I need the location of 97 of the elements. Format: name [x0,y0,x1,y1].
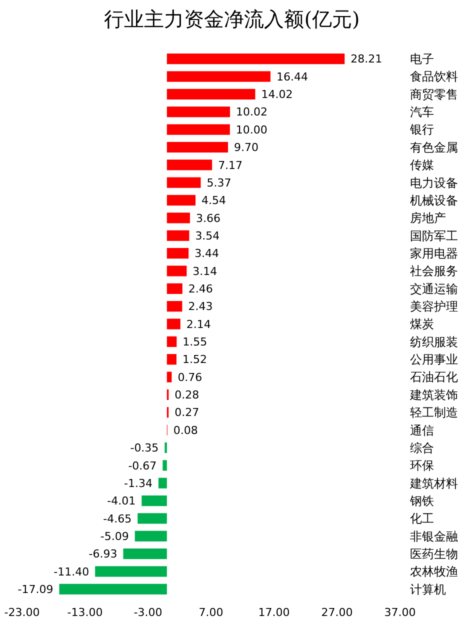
bar [166,177,201,188]
data-label: 1.52 [182,353,207,366]
data-label: 9.70 [234,141,259,154]
x-tick-label: -23.00 [4,606,40,619]
bar [166,336,177,347]
y-tick-label: 美容护理 [410,300,458,314]
data-label: -4.65 [103,512,132,526]
bar [166,54,345,64]
data-label: 7.17 [218,158,243,172]
x-tick-label: 27.00 [321,606,353,619]
x-tick-label: -13.00 [67,606,103,619]
bar [166,266,187,276]
y-tick-label: 非银金融 [410,529,458,544]
data-label: 0.28 [174,388,200,402]
data-label: 3.54 [195,229,220,242]
y-tick-label: 通信 [410,423,434,438]
bar [162,460,167,471]
x-tick-label: 7.00 [198,606,224,619]
data-label: 14.02 [261,88,293,102]
y-tick-label: 有色金属 [410,140,458,154]
y-tick-label: 钢铁 [409,494,434,508]
y-tick-label: 综合 [410,440,434,455]
data-label: 10.00 [236,123,268,136]
y-tick-label: 食品饮料 [410,70,458,84]
bar [166,230,190,241]
bar [59,584,167,594]
data-label: 3.44 [194,247,220,260]
bar [166,88,256,100]
data-label: -6.93 [88,548,118,561]
y-tick-label: 国防军工 [410,228,458,243]
data-label: 1.55 [182,336,208,349]
bar [123,548,167,560]
data-label: -0.67 [128,459,157,472]
y-tick-label: 商贸零售 [410,87,458,102]
y-tick-label: 电力设备 [410,176,458,190]
y-tick-label: 汽车 [410,105,434,120]
data-label: -11.40 [54,565,90,578]
y-tick-label: 机械设备 [410,193,458,208]
data-label: 16.44 [276,70,308,84]
data-label: 28.21 [350,52,382,66]
y-tick-label: 化工 [410,512,434,526]
bar [166,142,228,153]
bar [166,301,182,312]
bar [166,194,196,206]
data-label: 4.54 [202,194,226,208]
data-label: 0.08 [173,424,198,437]
bar [166,106,230,118]
data-label: 0.27 [174,406,200,420]
bar [158,478,167,488]
bar [166,124,230,135]
y-tick-label: 计算机 [410,582,446,596]
y-tick-label: 家用电器 [410,246,458,260]
y-tick-label: 银行 [409,122,434,137]
bar [166,212,190,224]
bar [166,372,172,382]
data-label: 5.37 [206,176,232,190]
y-tick-label: 石油石化 [410,370,458,384]
data-label: 2.46 [188,282,213,296]
y-tick-label: 社会服务 [410,264,458,278]
data-label: -0.35 [130,442,159,455]
data-label: 3.66 [196,212,220,225]
y-tick-label: 公用事业 [410,352,458,367]
y-tick-label: 医药生物 [410,547,458,562]
y-tick-label: 煤炭 [410,317,434,332]
y-tick-label: 纺织服装 [410,334,458,349]
bar [166,318,180,330]
y-tick-label: 房地产 [410,211,446,226]
y-tick-label: 环保 [410,458,434,473]
x-tick-label: 17.00 [258,606,290,619]
data-label: 0.76 [178,370,202,384]
bar [166,160,212,170]
bar [166,71,270,82]
bar [142,495,167,506]
x-tick-label: 37.00 [384,606,416,619]
data-label: -1.34 [124,476,152,490]
y-tick-label: 轻工制造 [410,406,458,420]
data-label: -17.09 [18,583,54,596]
y-tick-label: 建筑材料 [409,476,458,490]
y-tick-label: 电子 [410,52,434,66]
bar [166,354,176,365]
bar [166,248,189,259]
data-label: 2.43 [188,300,213,314]
bar [166,283,182,294]
bar [138,513,167,524]
bar [95,566,167,577]
y-tick-label: 交通运输 [410,282,458,296]
bar [134,530,167,542]
data-label: -4.01 [107,494,136,508]
data-label: -5.09 [100,530,129,543]
y-tick-label: 农林牧渔 [410,564,458,579]
data-label: 10.02 [236,106,268,119]
x-tick-label: -3.00 [134,606,162,619]
y-tick-label: 传媒 [410,158,434,172]
data-label: 2.14 [186,318,211,331]
y-tick-label: 建筑装饰 [409,388,458,402]
chart-title: 行业主力资金净流入额(亿元) [104,7,360,31]
data-label: 3.14 [192,264,218,278]
